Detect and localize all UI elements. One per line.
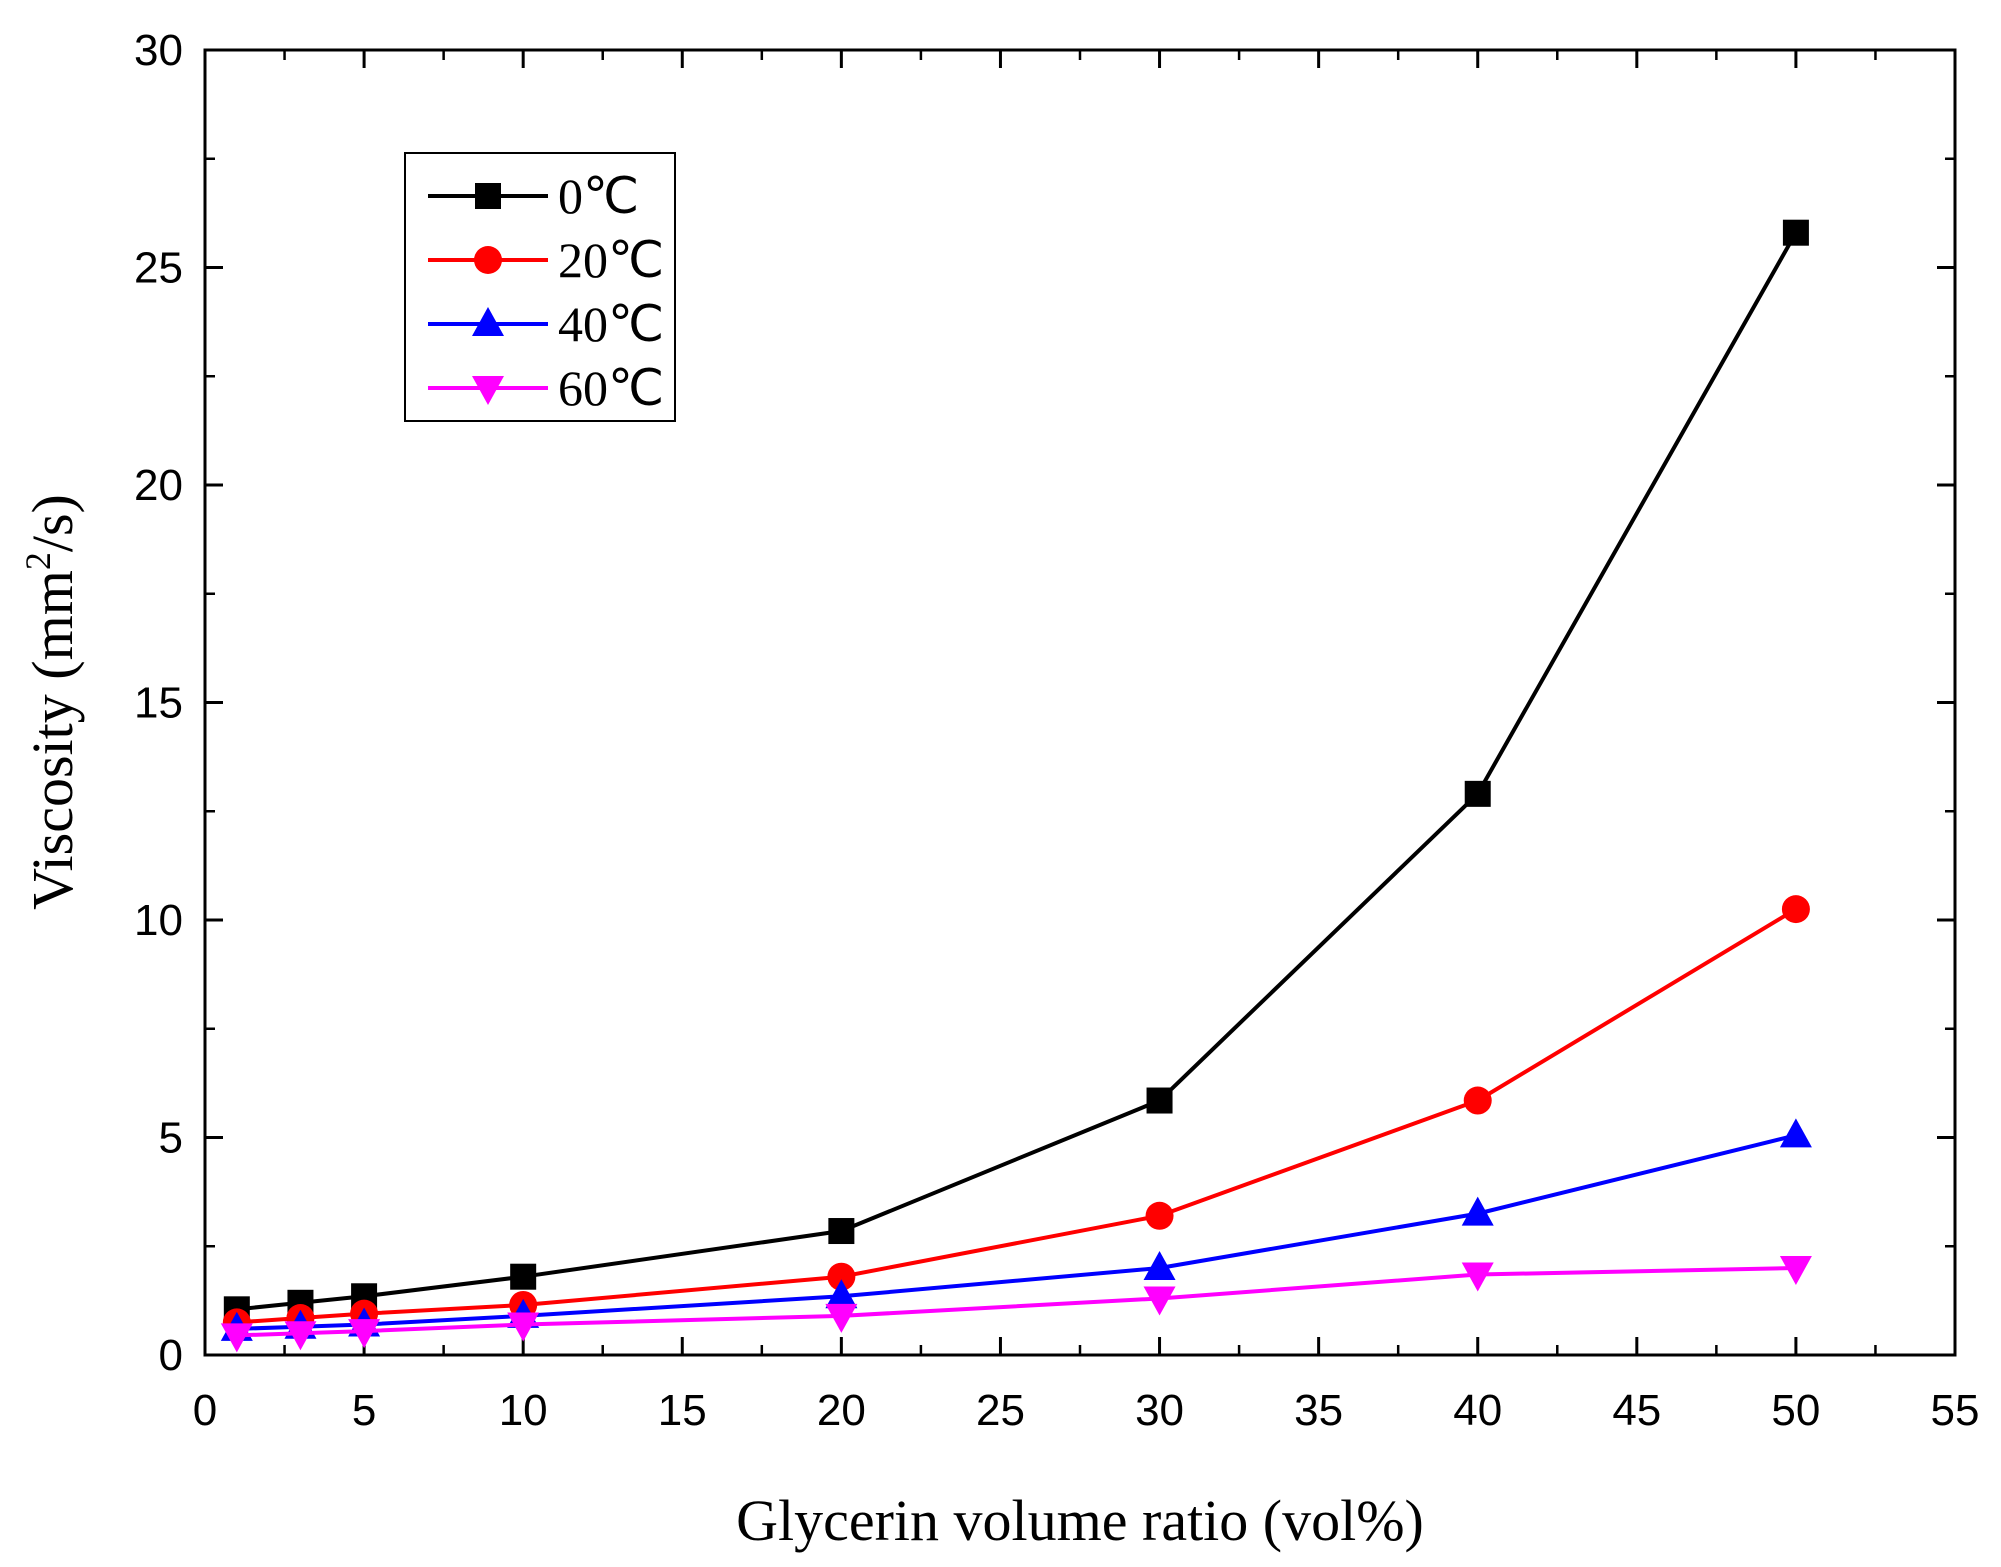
data-point [1145, 1201, 1174, 1230]
data-point [827, 1262, 856, 1291]
y-axis-title-prefix: Viscosity (mm [20, 570, 85, 910]
x-tick-label: 20 [817, 1386, 866, 1435]
legend-marker [475, 183, 501, 209]
x-tick-label: 25 [976, 1386, 1025, 1435]
data-point [1146, 1087, 1173, 1114]
data-point [1143, 1286, 1176, 1316]
y-tick-label: 30 [134, 26, 183, 75]
y-tick-label: 15 [134, 679, 183, 728]
legend-marker [472, 307, 504, 336]
x-axis-ticks: 0 5 10 15 20 25 30 35 40 45 50 55 [193, 50, 1980, 1435]
legend-label: 20℃ [558, 232, 664, 288]
data-point [1464, 780, 1491, 807]
x-tick-label: 40 [1453, 1386, 1502, 1435]
y-tick-label: 20 [134, 461, 183, 510]
data-point [1461, 1262, 1494, 1292]
x-tick-label: 35 [1294, 1386, 1343, 1435]
data-point [825, 1303, 858, 1333]
y-tick-label: 25 [134, 244, 183, 293]
series-3 [220, 1256, 1812, 1353]
y-tick-label: 5 [159, 1114, 183, 1163]
x-tick-label: 50 [1771, 1386, 1820, 1435]
y-tick-label: 0 [159, 1331, 183, 1380]
data-point [507, 1312, 540, 1342]
y-axis-ticks: 0 5 10 15 20 25 30 [134, 26, 1955, 1380]
data-point [828, 1218, 855, 1245]
y-tick-label: 10 [134, 896, 183, 945]
series-1 [222, 895, 1810, 1337]
data-point [1463, 1086, 1492, 1115]
legend-marker [472, 376, 504, 405]
y-axis-title: Viscosity (mm2/s) [18, 494, 85, 910]
y-axis-title-superscript: 2 [18, 552, 58, 570]
x-tick-label: 30 [1135, 1386, 1184, 1435]
data-point [1781, 895, 1810, 924]
legend: 0℃ 20℃ 40℃ 60℃ [404, 152, 676, 422]
data-point [1779, 1118, 1812, 1148]
data-point [1461, 1196, 1494, 1226]
x-tick-label: 5 [352, 1386, 376, 1435]
data-point [825, 1279, 858, 1309]
data-point [220, 1323, 253, 1353]
x-tick-label: 0 [193, 1386, 217, 1435]
legend-label: 60℃ [558, 360, 664, 416]
data-point [1779, 1256, 1812, 1285]
legend-marker [474, 246, 502, 274]
x-tick-label: 55 [1931, 1386, 1980, 1435]
x-tick-label: 10 [499, 1386, 548, 1435]
x-tick-label: 45 [1612, 1386, 1661, 1435]
series-line [236, 907, 1797, 1325]
data-point [510, 1263, 537, 1290]
series-layer [220, 219, 1812, 1353]
data-point [1143, 1251, 1176, 1280]
series-line [236, 1266, 1796, 1338]
x-axis-title: Glycerin volume ratio (vol%) [736, 1488, 1424, 1553]
data-point [348, 1319, 381, 1349]
legend-label: 0℃ [558, 168, 639, 224]
x-tick-label: 15 [658, 1386, 707, 1435]
legend-label: 40℃ [558, 296, 664, 352]
series-0 [223, 219, 1809, 1323]
series-line [236, 1133, 1797, 1331]
y-axis-title-suffix: /s) [20, 494, 85, 552]
data-point [1782, 219, 1809, 246]
data-point [284, 1321, 317, 1351]
